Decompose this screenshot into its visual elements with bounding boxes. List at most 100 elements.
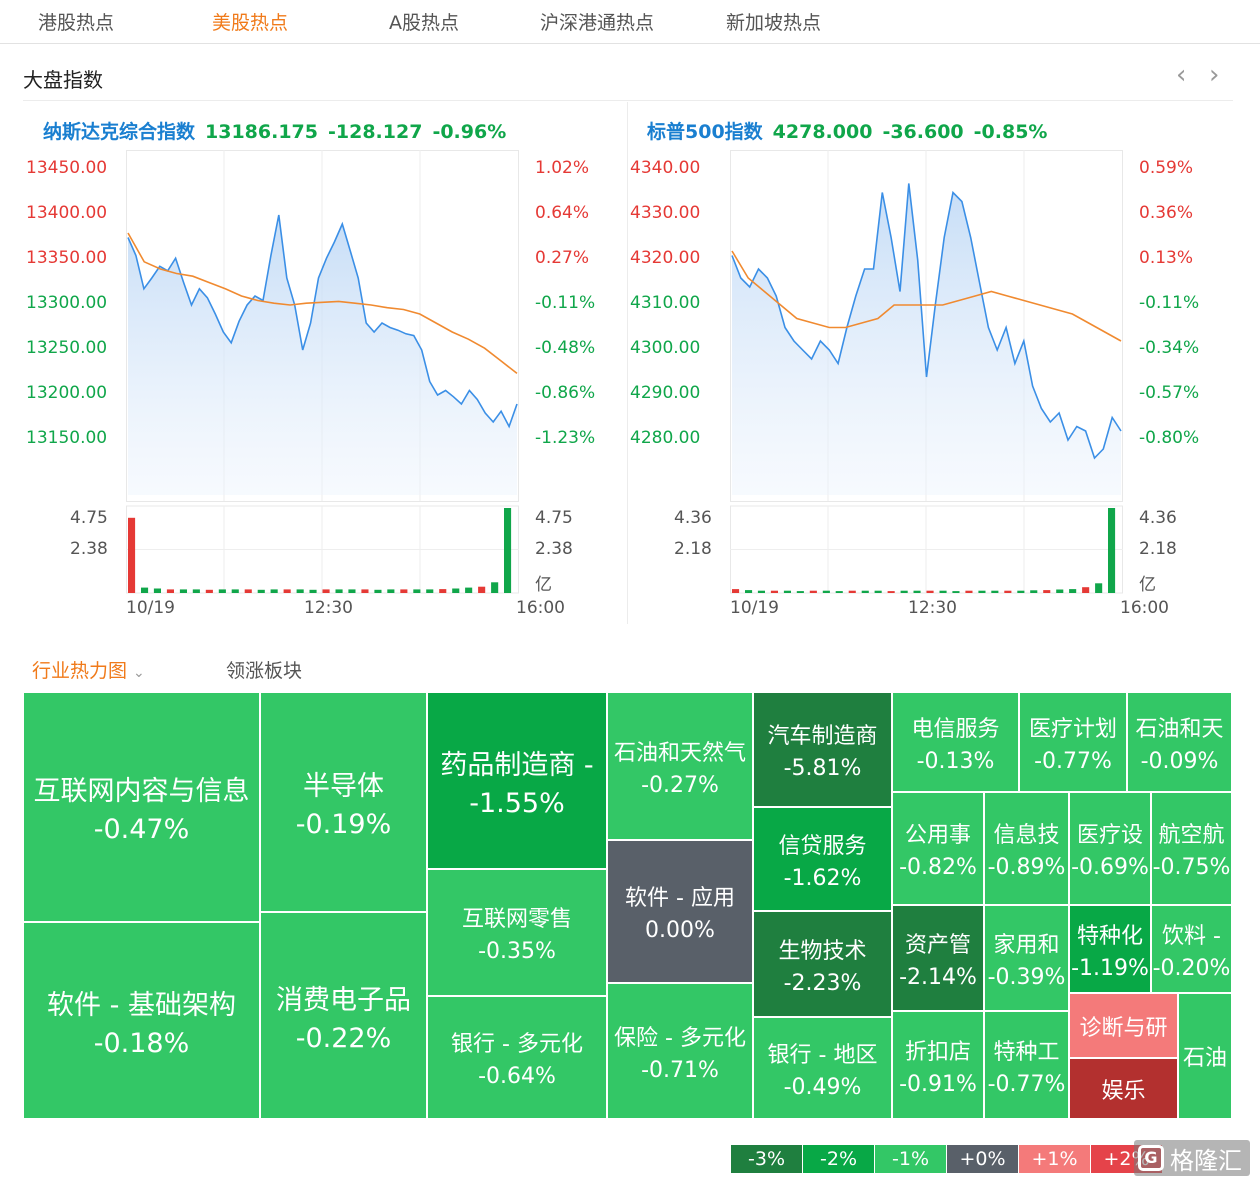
volume-bar <box>745 590 753 593</box>
heatmap-cell-name: 电信服务 <box>911 716 1000 742</box>
heatmap-cell-name: 消费电子品 <box>276 984 411 1016</box>
heatmap-cell[interactable]: 石油和天然气 -0.27% <box>607 692 753 840</box>
heatmap-cell[interactable]: 医疗设 -0.69% <box>1069 792 1151 905</box>
legend-swatch: +1% <box>1019 1145 1090 1173</box>
heatmap-cell[interactable]: 银行 - 多元化 -0.64% <box>427 996 607 1119</box>
heatmap-cell[interactable]: 半导体 -0.19% <box>260 692 427 912</box>
tab-a-share[interactable]: A股热点 <box>389 12 459 34</box>
price-tick-label: 4300.00 <box>630 338 701 358</box>
time-tick-label: 10/19 <box>126 598 175 618</box>
volume-tick-label: 亿 <box>1139 575 1156 595</box>
volume-bar <box>413 589 421 593</box>
heatmap-cell-name: 保险 - 多元化 <box>614 1025 746 1051</box>
heatmap-cell[interactable]: 特种化 -1.19% <box>1069 905 1151 993</box>
heatmap-cell-name: 半导体 <box>303 771 384 802</box>
volume-bar <box>244 589 252 593</box>
tab-singapore[interactable]: 新加坡热点 <box>726 12 822 34</box>
volume-tick-label: 2.38 <box>535 539 573 559</box>
pct-tick-label: -0.34% <box>1139 338 1200 358</box>
heatmap-cell-name: 折扣店 <box>904 1039 971 1065</box>
volume-tick-label: 4.36 <box>1139 508 1177 528</box>
pct-tick-label: 0.27% <box>535 248 590 268</box>
heatmap-cell[interactable]: 娱乐 <box>1069 1058 1178 1119</box>
heatmap-cell[interactable]: 软件 - 基础架构 -0.18% <box>23 922 260 1119</box>
market-tabs: 港股热点 美股热点 A股热点 沪深港通热点 新加坡热点 <box>0 0 1260 44</box>
heatmap-cell[interactable]: 互联网零售 -0.35% <box>427 869 607 996</box>
tab-leading-sectors[interactable]: 领涨板块 <box>226 660 303 682</box>
heatmap-cell[interactable]: 石油和天 -0.09% <box>1127 692 1232 792</box>
price-tick-label: 4310.00 <box>630 293 701 313</box>
index-header-sp500[interactable]: 标普500指数 4278.000 -36.600 -0.85% <box>647 117 1047 144</box>
volume-bar <box>374 589 382 593</box>
volume-bar <box>309 589 317 593</box>
heatmap-cell[interactable]: 资产管 -2.14% <box>892 905 984 1011</box>
volume-tick-label: 4.75 <box>70 508 108 528</box>
volume-bar <box>283 589 291 593</box>
volume-bar <box>141 587 149 593</box>
heatmap-cell[interactable]: 折扣店 -0.91% <box>892 1011 984 1119</box>
price-tick-label: 13350.00 <box>26 248 108 268</box>
index-name: 纳斯达克综合指数 <box>43 121 196 143</box>
heatmap-cell[interactable]: 保险 - 多元化 -0.71% <box>607 983 753 1119</box>
heatmap-cell[interactable]: 生物技术 -2.23% <box>753 911 892 1017</box>
heatmap-cell[interactable]: 医疗计划 -0.77% <box>1019 692 1127 792</box>
volume-bar <box>1082 587 1090 593</box>
heatmap-cell[interactable]: 电信服务 -0.13% <box>892 692 1019 792</box>
heatmap-cell[interactable]: 软件 - 应用 0.00% <box>607 840 753 983</box>
heatmap-cell-name: 互联网内容与信息 <box>33 776 250 807</box>
volume-tick-label: 4.75 <box>535 508 573 528</box>
volume-bar <box>991 590 999 593</box>
volume-bar <box>1004 590 1012 593</box>
price-tick-label: 13200.00 <box>26 383 108 403</box>
heatmap-cell[interactable]: 银行 - 地区 -0.49% <box>753 1017 892 1119</box>
heatmap-cell-name: 公用事 <box>904 823 971 848</box>
chevron-left-icon[interactable]: ‹ <box>1176 60 1187 90</box>
heatmap-cell-pct: -1.55% <box>469 787 565 819</box>
heatmap-cell-name: 娱乐 <box>1101 1078 1146 1104</box>
average-line <box>731 250 1122 342</box>
heatmap-cell-name: 石油 <box>1182 1046 1227 1071</box>
heatmap-cell[interactable]: 饮料 - -0.20% <box>1151 905 1232 993</box>
section-title: 大盘指数 <box>23 68 103 92</box>
heatmap-cell-pct: -0.39% <box>987 964 1066 990</box>
price-line <box>127 214 518 429</box>
heatmap-cell[interactable]: 公用事 -0.82% <box>892 792 984 905</box>
tab-us[interactable]: 美股热点 <box>212 12 289 34</box>
volume-bar <box>1017 590 1025 593</box>
pct-tick-label: 0.59% <box>1139 158 1194 178</box>
heatmap-cell[interactable]: 诊断与研 <box>1069 993 1178 1058</box>
intraday-chart-nasdaq[interactable] <box>126 150 519 594</box>
heatmap-cell[interactable]: 特种工 -0.77% <box>984 1011 1069 1119</box>
tab-industry-heatmap[interactable]: 行业热力图 ⌄ <box>32 656 145 683</box>
heatmap-cell[interactable]: 消费电子品 -0.22% <box>260 912 427 1119</box>
heatmap-cell[interactable]: 互联网内容与信息 -0.47% <box>23 692 260 922</box>
heatmap-cell[interactable]: 石油 <box>1178 993 1232 1119</box>
heatmap-cell-name: 信贷服务 <box>778 833 867 859</box>
volume-bar <box>978 590 986 593</box>
index-header-nasdaq[interactable]: 纳斯达克综合指数 13186.175 -128.127 -0.96% <box>43 117 506 144</box>
chevron-right-icon[interactable]: › <box>1209 60 1220 90</box>
industry-heatmap: 互联网内容与信息 -0.47% 软件 - 基础架构 -0.18% 半导体 -0.19% 消费… <box>23 692 1232 1119</box>
volume-bar <box>732 589 740 593</box>
heatmap-cell[interactable]: 航空航 -0.75% <box>1151 792 1232 905</box>
heatmap-cell-name: 饮料 - <box>1162 923 1221 949</box>
volume-tick-label: 亿 <box>535 575 552 595</box>
pct-tick-label: -0.48% <box>535 338 596 358</box>
intraday-chart-sp500[interactable] <box>730 150 1123 594</box>
tab-hk[interactable]: 港股热点 <box>38 12 115 34</box>
volume-bar <box>770 590 778 593</box>
heatmap-cell-pct: -1.19% <box>1071 955 1149 981</box>
volume-bar <box>913 590 921 593</box>
heatmap-cell[interactable]: 药品制造商 - -1.55% <box>427 692 607 869</box>
volume-bar <box>166 589 174 593</box>
heatmap-cell[interactable]: 信息技 -0.89% <box>984 792 1069 905</box>
volume-bar <box>361 589 369 593</box>
heatmap-cell[interactable]: 汽车制造商 -5.81% <box>753 692 892 807</box>
heatmap-cell-pct: -0.20% <box>1152 955 1231 981</box>
heatmap-cell[interactable]: 家用和 -0.39% <box>984 905 1069 1011</box>
tab-stock-connect[interactable]: 沪深港通热点 <box>540 12 655 34</box>
heatmap-cell[interactable]: 信贷服务 -1.62% <box>753 807 892 911</box>
heatmap-cell-pct: -0.89% <box>987 855 1066 880</box>
price-tick-label: 4280.00 <box>630 428 701 448</box>
volume-bar <box>491 582 499 593</box>
